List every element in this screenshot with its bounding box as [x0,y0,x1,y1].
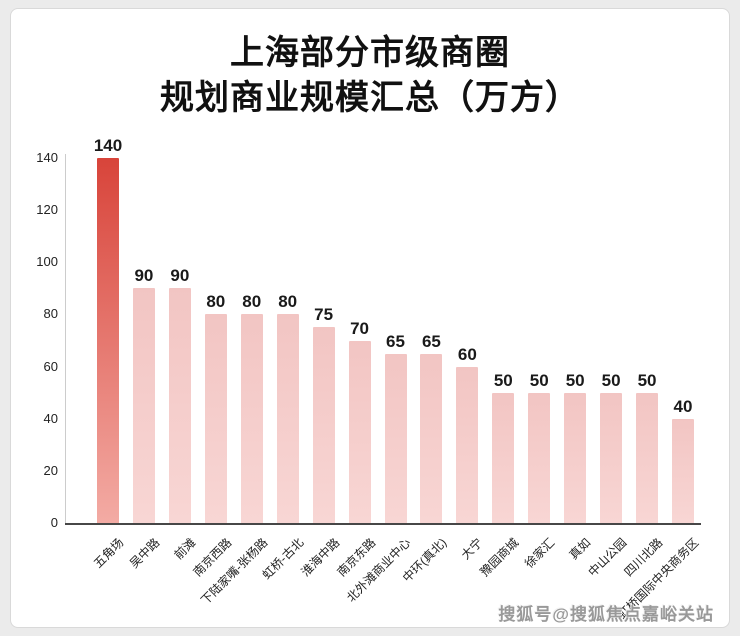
bar [528,392,551,523]
bar-value-label: 40 [673,396,693,416]
bar [348,340,371,523]
bar-value-label: 65 [386,331,405,351]
bar [672,418,694,523]
bar-value-label: 50 [565,370,585,390]
bar [204,314,227,523]
bar [492,392,515,523]
bar-value-label: 70 [350,318,370,338]
bar-value-label: 50 [493,370,513,390]
bar [564,392,587,523]
bar-value-label: 90 [170,266,190,286]
bar-value-label: 50 [601,370,621,390]
bar-value-label: 80 [242,292,262,312]
x-axis-line [65,523,701,525]
bar [168,288,191,523]
y-axis-tick-label: 20 [43,462,58,478]
bar [420,353,443,523]
y-axis-tick-label: 80 [43,306,58,322]
bar [312,327,335,523]
bar [276,314,299,523]
y-axis-tick-label: 120 [36,202,58,218]
bar-value-label: 65 [421,331,441,351]
bar-value-label: 75 [314,305,334,325]
chart-title: 上海部分市级商圈 规划商业规模汇总（万方） [11,31,729,121]
bar-chart-plot-area: 140 五角场 90 吴中路 90 前滩 80 南京西路 80 下陆家嘴-张杨路 80 虹桥-古北 75… [65,136,701,622]
bar [456,366,479,523]
y-axis-tick-label: 60 [43,358,58,374]
bar [132,288,155,523]
bar [384,353,407,523]
y-axis-tick-label: 40 [43,410,58,426]
bar [240,314,263,523]
bar-value-label: 80 [278,292,298,312]
bar-value-label: 140 [93,136,123,155]
y-axis-tick-label: 100 [36,254,58,270]
chart-title-line2: 规划商业规模汇总（万方） [160,79,580,117]
bar [600,392,623,523]
bar [97,158,119,523]
watermark: 搜狐号@搜狐焦点嘉峪关站 [498,605,714,624]
bar-value-label: 90 [134,266,154,286]
bar-value-label: 50 [637,370,657,390]
bar-value-label: 60 [457,344,477,364]
bar-value-label: 80 [206,292,226,312]
y-axis-line [65,154,66,523]
y-axis-tick-label: 140 [36,150,58,165]
bar-value-label: 50 [529,370,549,390]
y-axis-tick-label: 0 [50,515,58,530]
chart-title-line1: 上海部分市级商圈 [230,34,510,72]
bar [636,392,659,523]
